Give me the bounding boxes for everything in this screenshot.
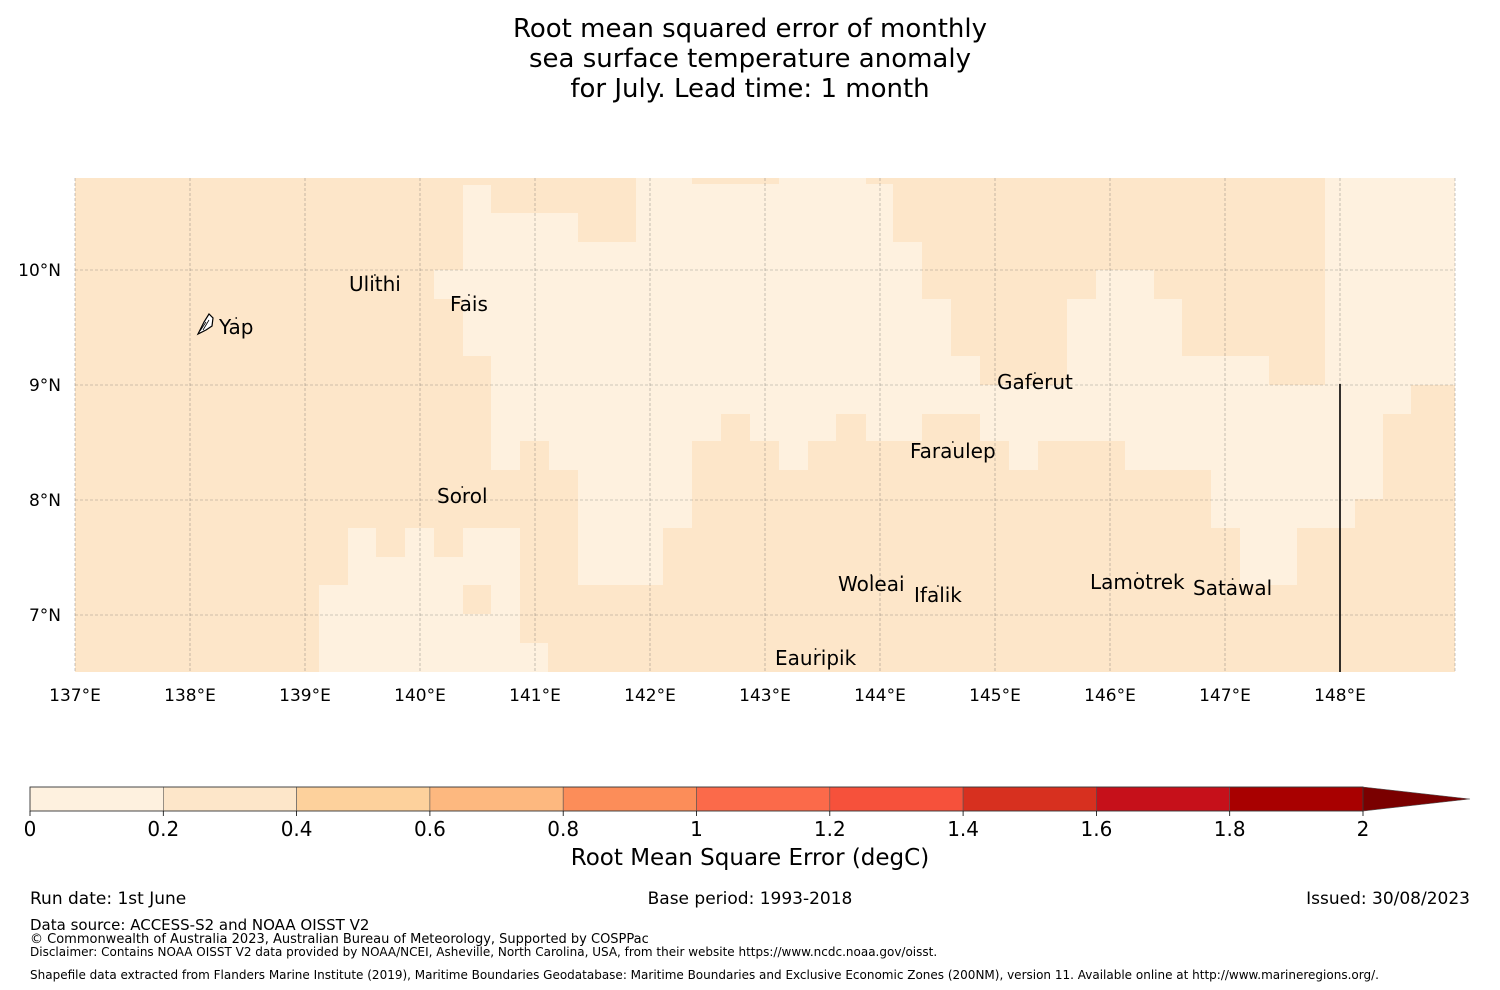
place-label: Eauripik (775, 646, 857, 670)
place-label: Fais (450, 292, 488, 316)
lon-tick-label: 145°E (969, 686, 1021, 706)
axis-ticks: 137°E 138°E 139°E 140°E 141°E 142°E 143°E 144°E… (18, 261, 1366, 706)
place-label: Ifalik (914, 583, 962, 607)
colorbar-tick-label: 2 (1357, 817, 1370, 841)
lon-tick-label: 140°E (394, 686, 446, 706)
colorbar-ticks: 0 0.2 0.4 0.6 0.8 1 1.2 1.4 1.6 1.8 2 (24, 811, 1370, 841)
low-error-region (319, 528, 548, 672)
island-dot (468, 294, 470, 296)
lon-tick-label: 137°E (49, 686, 101, 706)
colorbar-box (296, 786, 431, 812)
lon-tick-label: 144°E (854, 686, 906, 706)
island-dot (870, 574, 873, 576)
colorbar-boxes (29, 786, 1471, 812)
copyright: © Commonwealth of Australia 2023, Austra… (30, 932, 649, 947)
island-dot (374, 274, 376, 276)
island-dot (951, 441, 954, 443)
shapefile-credit: Shapefile data extracted from Flanders M… (30, 968, 1379, 982)
place-label: Faraulep (910, 439, 996, 463)
title-line-3: for July. Lead time: 1 month (570, 74, 930, 104)
place-label: Woleai (838, 572, 905, 596)
colorbar-tick-label: 1.4 (947, 817, 979, 841)
island-dot (235, 317, 238, 319)
place-label: Gaferut (997, 370, 1073, 394)
lat-tick-label: 7°N (29, 606, 61, 626)
lat-tick-label: 8°N (29, 491, 61, 511)
place-label: Lamotrek (1090, 570, 1185, 594)
island-dot (461, 486, 464, 488)
title-line-1: Root mean squared error of monthly (512, 14, 988, 44)
low-error-region (1325, 178, 1455, 385)
place-labels: Yap Ulithi Fais Sorol Gaferut Faraulep Woleai I… (218, 272, 1272, 670)
colorbar-tick-label: 0.8 (547, 817, 579, 841)
colorbar-tick-label: 1.2 (814, 817, 846, 841)
run-date: Run date: 1st June (30, 889, 187, 909)
lon-tick-label: 139°E (279, 686, 331, 706)
colorbar-tick-label: 1.6 (1080, 817, 1112, 841)
colorbar-extend-arrow (1362, 786, 1471, 812)
colorbar-tick-label: 0.2 (147, 817, 179, 841)
colorbar-tick-label: 0 (24, 817, 37, 841)
colorbar-box (562, 786, 697, 812)
colorbar-tick-label: 1.8 (1214, 817, 1246, 841)
base-period: Base period: 1993-2018 (647, 889, 853, 909)
title-line-2: sea surface temperature anomaly (529, 44, 971, 74)
colorbar-box (429, 786, 564, 812)
island-dot (1231, 578, 1234, 580)
colorbar-box (962, 786, 1097, 812)
colorbar-label: Root Mean Square Error (degC) (570, 845, 930, 871)
chart-title: Root mean squared error of monthly sea s… (0, 14, 1500, 104)
colorbar-box (1229, 786, 1364, 812)
lon-tick-label: 138°E (164, 686, 216, 706)
colorbar-box (829, 786, 964, 812)
data-source: Data source: ACCESS-S2 and NOAA OISST V2 (30, 916, 370, 934)
island-dot (937, 585, 939, 587)
colorbar-box (696, 786, 831, 812)
colorbar-box (1096, 786, 1231, 812)
disclaimer: Disclaimer: Contains NOAA OISST V2 data … (30, 945, 938, 959)
lon-tick-label: 141°E (509, 686, 561, 706)
low-error-region (434, 178, 1455, 585)
island-markers (196, 313, 214, 336)
island-dot (1136, 572, 1139, 574)
colorbar-box (163, 786, 297, 812)
lon-tick-label: 142°E (624, 686, 676, 706)
lat-tick-label: 10°N (18, 261, 61, 281)
lon-tick-label: 147°E (1199, 686, 1251, 706)
island-dot (1034, 372, 1036, 374)
colorbar-tick-label: 0.6 (414, 817, 446, 841)
lon-tick-label: 148°E (1314, 686, 1366, 706)
lon-tick-label: 146°E (1084, 686, 1136, 706)
colorbar-tick-label: 1 (690, 817, 703, 841)
place-label: Sorol (437, 484, 488, 508)
graticule (74, 178, 1456, 672)
lat-tick-label: 9°N (29, 376, 61, 396)
island-dot (814, 648, 817, 650)
place-label: Satawal (1193, 576, 1272, 600)
issued-date: Issued: 30/08/2023 (1306, 889, 1470, 909)
place-label: Ulithi (349, 272, 401, 296)
colorbar-tick-label: 0.4 (281, 817, 313, 841)
colorbar-box (29, 786, 164, 812)
lon-tick-label: 143°E (739, 686, 791, 706)
place-label: Yap (218, 315, 253, 339)
yap-island-detail (199, 319, 210, 332)
